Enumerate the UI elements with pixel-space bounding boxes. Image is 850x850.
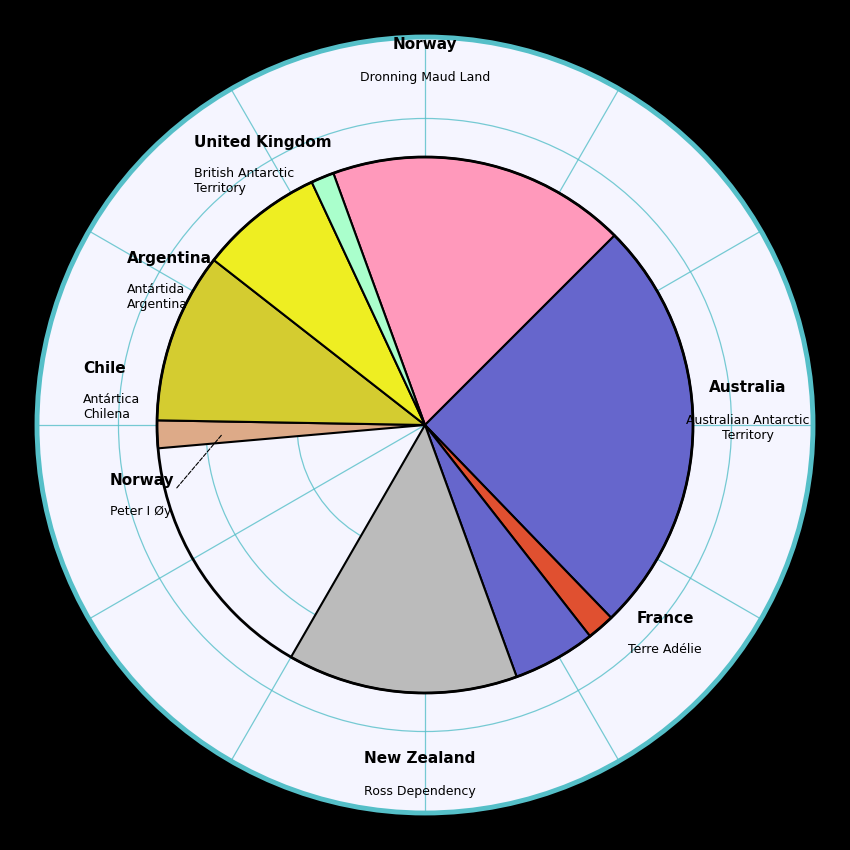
Text: Antártica
Chilena: Antártica Chilena bbox=[83, 393, 140, 421]
Wedge shape bbox=[333, 157, 615, 425]
Wedge shape bbox=[425, 235, 693, 618]
Wedge shape bbox=[425, 425, 590, 677]
Wedge shape bbox=[157, 420, 425, 448]
Text: Australian Antarctic
Territory: Australian Antarctic Territory bbox=[686, 414, 810, 442]
Wedge shape bbox=[312, 173, 425, 425]
Text: Chile: Chile bbox=[83, 361, 126, 376]
Wedge shape bbox=[291, 425, 517, 693]
Circle shape bbox=[37, 37, 813, 813]
Text: New Zealand: New Zealand bbox=[365, 751, 476, 766]
Wedge shape bbox=[214, 182, 425, 425]
Text: Terre Adélie: Terre Adélie bbox=[628, 643, 702, 656]
Text: Argentina: Argentina bbox=[127, 251, 212, 266]
Text: France: France bbox=[637, 611, 694, 626]
Wedge shape bbox=[425, 425, 611, 636]
Text: Norway: Norway bbox=[393, 37, 457, 52]
Text: Norway: Norway bbox=[110, 473, 174, 488]
Text: British Antarctic
Territory: British Antarctic Territory bbox=[194, 167, 294, 195]
Text: Dronning Maud Land: Dronning Maud Land bbox=[360, 71, 490, 84]
Text: Ross Dependency: Ross Dependency bbox=[364, 785, 476, 798]
Text: Peter I Øy: Peter I Øy bbox=[110, 505, 172, 518]
Text: Antártida
Argentina: Antártida Argentina bbox=[127, 283, 188, 311]
Text: United Kingdom: United Kingdom bbox=[194, 135, 332, 150]
Wedge shape bbox=[157, 260, 425, 425]
Text: Australia: Australia bbox=[709, 380, 787, 395]
